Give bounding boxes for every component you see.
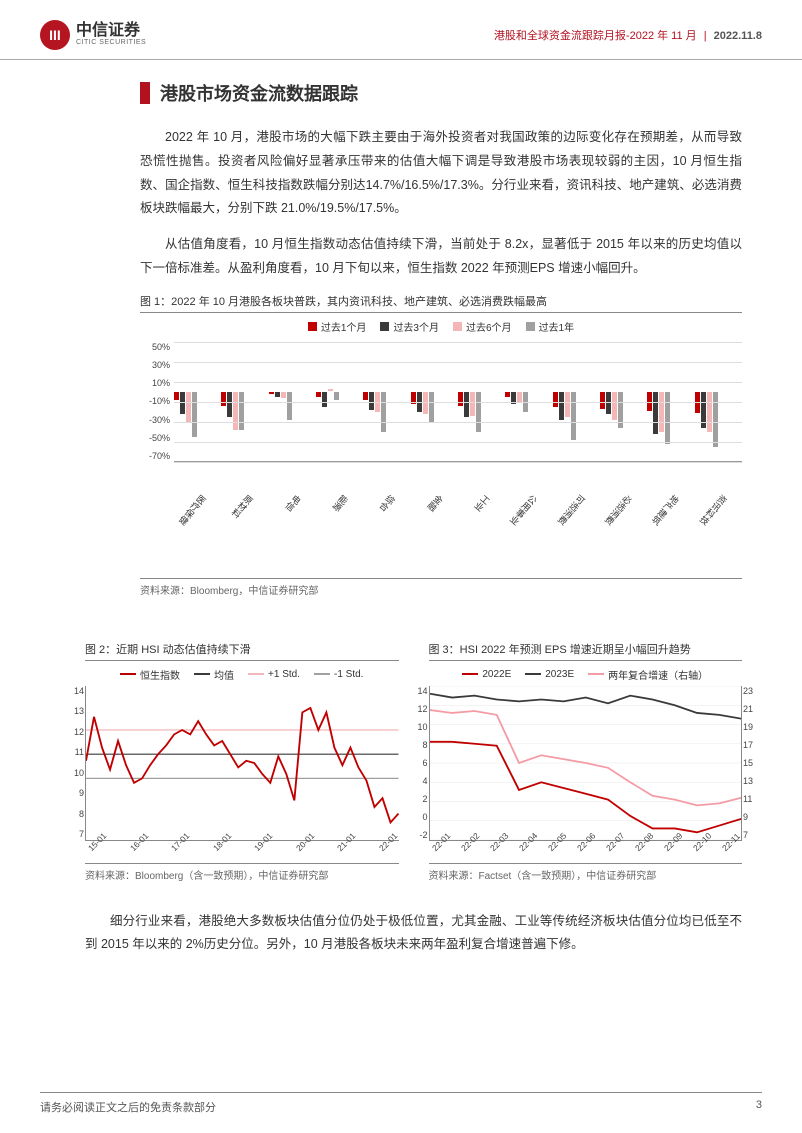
doc-date: 2022.11.8: [714, 30, 762, 42]
title-bar-icon: [140, 82, 150, 104]
figure-1-chart: 50%30%10%-10%-30%-50%-70%: [140, 338, 742, 488]
figure-1-yaxis: 50%30%10%-10%-30%-50%-70%: [140, 342, 174, 462]
figure-2-caption: 图 2：近期 HSI 动态估值持续下滑: [85, 641, 399, 661]
figure-2-source: 资料来源：Bloomberg（含一致预期），中信证券研究部: [85, 863, 399, 882]
footer-disclaimer: 请务必阅读正文之后的免责条款部分: [40, 1099, 216, 1115]
paragraph-2: 从估值角度看，10 月恒生指数动态估值持续下滑，当前处于 8.2x，显著低于 2…: [140, 233, 742, 281]
figure-2: 图 2：近期 HSI 动态估值持续下滑 恒生指数均值+1 Std.-1 Std.…: [85, 641, 399, 882]
section-title-text: 港股市场资金流数据跟踪: [160, 80, 358, 106]
figure-1-source: 资料来源：Bloomberg，中信证券研究部: [140, 578, 742, 597]
page-header: III 中信证券 CITIC SECURITIES 港股和全球资金流跟踪月报-2…: [0, 0, 802, 60]
content: 港股市场资金流数据跟踪 2022 年 10 月，港股市场的大幅下跌主要由于海外投…: [0, 60, 802, 957]
figure-1: 图 1：2022 年 10 月港股各板块普跌，其内资讯科技、地产建筑、必选消费跌…: [140, 293, 742, 597]
figure-3-caption: 图 3：HSI 2022 年预测 EPS 增速近期呈小幅回升趋势: [429, 641, 743, 661]
doc-title: 港股和全球资金流跟踪月报-2022 年 11 月: [494, 30, 697, 42]
paragraph-3: 细分行业来看，港股绝大多数板块估值分位仍处于极低位置，尤其金融、工业等传统经济板…: [85, 910, 742, 958]
figure-2-chart: 1413121110987 15-0116-0117-0118-0119-012…: [85, 686, 399, 841]
footer-page: 3: [756, 1099, 762, 1115]
figure-1-plot: [174, 342, 742, 462]
logo-cn: 中信证券: [76, 22, 146, 40]
figure-3: 图 3：HSI 2022 年预测 EPS 增速近期呈小幅回升趋势 2022E20…: [429, 641, 743, 882]
figure-1-legend: 过去1个月过去3个月过去6个月过去1年: [140, 319, 742, 334]
separator: |: [704, 30, 707, 42]
footer: 请务必阅读正文之后的免责条款部分 3: [40, 1092, 762, 1115]
two-col-charts: 图 2：近期 HSI 动态估值持续下滑 恒生指数均值+1 Std.-1 Std.…: [85, 641, 742, 882]
logo-en: CITIC SECURITIES: [76, 39, 146, 47]
figure-1-xaxis: 医疗保健原材料电信能源综合金融工业公用事业可选消费必选消费地产建筑资讯科技: [174, 492, 742, 534]
figure-3-chart: 14121086420-2 2321191715131197 22-0122-0…: [429, 686, 743, 841]
logo: III 中信证券 CITIC SECURITIES: [40, 20, 146, 50]
figure-1-caption: 图 1：2022 年 10 月港股各板块普跌，其内资讯科技、地产建筑、必选消费跌…: [140, 293, 742, 313]
logo-icon: III: [40, 20, 70, 50]
paragraph-1: 2022 年 10 月，港股市场的大幅下跌主要由于海外投资者对我国政策的边际变化…: [140, 126, 742, 221]
header-meta: 港股和全球资金流跟踪月报-2022 年 11 月 | 2022.11.8: [494, 27, 762, 43]
figure-3-legend: 2022E2023E两年复合增速（右轴）: [429, 667, 743, 682]
section-title: 港股市场资金流数据跟踪: [140, 80, 742, 106]
figure-2-legend: 恒生指数均值+1 Std.-1 Std.: [85, 667, 399, 682]
figure-3-source: 资料来源：Factset（含一致预期），中信证券研究部: [429, 863, 743, 882]
